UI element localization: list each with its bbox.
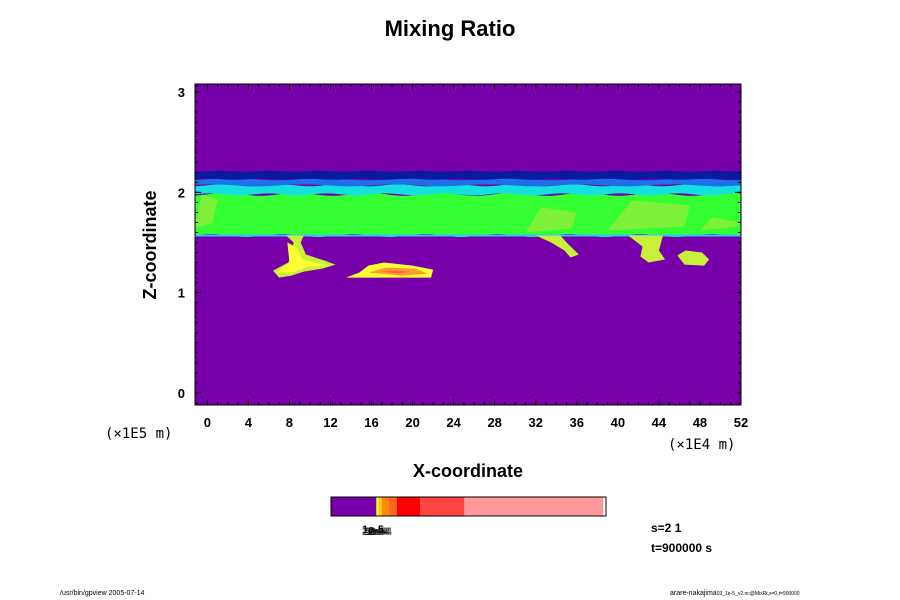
light-green-patch	[195, 194, 218, 228]
x-tick-label: 44	[652, 415, 667, 430]
colorbar-segment-1	[376, 497, 379, 516]
footer-right-main: arare-nakajima	[670, 590, 717, 597]
colorbar-segment-0	[331, 497, 377, 516]
x-tick-label: 36	[570, 415, 584, 430]
x-tick-label: 8	[286, 415, 293, 430]
plot-frame	[194, 83, 742, 406]
blue-band	[195, 178, 741, 187]
x-tick-label: 12	[323, 415, 337, 430]
cyan-band	[195, 184, 741, 196]
colorbar-frame	[330, 496, 607, 517]
colorbar-tick-label: 3e-4	[370, 526, 393, 538]
x-tick-label: 28	[487, 415, 501, 430]
y-tick-label: 3	[178, 85, 185, 100]
colorbar: 2e-55e-51e-42e-43e-4	[330, 496, 607, 538]
colorbar-tick-label: 1e-4	[366, 526, 389, 538]
x-tick-label: 52	[734, 415, 748, 430]
light-green-patch	[525, 207, 577, 233]
x-tick-label: 48	[693, 415, 707, 430]
plume-5	[535, 235, 579, 258]
field-layer	[195, 84, 741, 405]
x-tick-label: 24	[446, 415, 461, 430]
colorbar-segment-7	[464, 497, 604, 516]
y-unit-label: (×1E5 m)	[105, 426, 173, 442]
colorbar-tick-label: 2e-5	[362, 526, 384, 538]
t-value: t=900000 s	[651, 541, 713, 555]
x-tick-label: 4	[245, 415, 253, 430]
colorbar-tick-label: 5e-5	[364, 526, 386, 538]
colorbar-label: 1e-5	[362, 524, 385, 536]
colorbar-segment-4	[388, 497, 397, 516]
light-green-patch	[699, 217, 741, 231]
footer-left: /usr/bin/gpview 2005-07-14	[60, 590, 145, 597]
x-tick-label: 40	[611, 415, 625, 430]
plume-1	[277, 242, 329, 273]
colorbar-tick-label: 2e-4	[368, 526, 391, 538]
dark-band	[195, 170, 741, 180]
green-layer	[195, 192, 741, 237]
x-tick-label: 20	[405, 415, 419, 430]
light-green-patch	[607, 200, 690, 231]
footer-right-small: 03_1e-5_v2.nc@MixRt,x=0,t=900000	[716, 591, 800, 597]
plume-6	[628, 235, 666, 263]
colorbar-segment-5	[397, 497, 421, 516]
x-tick-label: 16	[364, 415, 378, 430]
colorbar-segment-2	[378, 497, 382, 516]
x-tick-label: 32	[529, 415, 543, 430]
y-tick-label: 1	[178, 286, 185, 301]
colorbar-segment-6	[420, 497, 465, 516]
colorbar-labels: 1e-5	[362, 524, 384, 536]
y-tick-label: 2	[178, 185, 185, 200]
x-axis-label: X-coordinate	[412, 461, 523, 481]
footer-right: arare-nakajima03_1e-5_v2.nc@MixRt,x=0,t=…	[670, 590, 800, 597]
plume-7	[677, 250, 710, 266]
y-tick-label: 0	[178, 386, 185, 401]
chart-title: Mixing Ratio	[384, 16, 516, 41]
y-axis-label: Z-coordinate	[140, 190, 160, 300]
s-value: s=2 1	[651, 521, 682, 535]
colorbar-segment-3	[381, 497, 389, 516]
x-unit-label: (×1E4 m)	[668, 437, 736, 453]
x-tick-label: 0	[204, 415, 211, 430]
plume-4	[381, 270, 411, 274]
